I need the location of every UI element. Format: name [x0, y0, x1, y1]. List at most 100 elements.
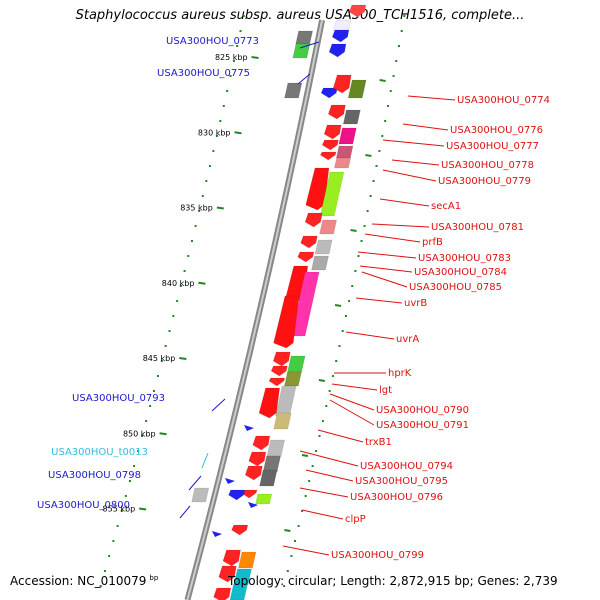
- gene-feature-outline: [248, 451, 267, 467]
- gene-feature: [292, 44, 310, 58]
- gene-label-right[interactable]: USA300HOU_0795: [355, 476, 448, 487]
- dot-outer-right: [283, 585, 286, 587]
- gene-label-right[interactable]: prfB: [422, 237, 443, 248]
- gene-feature: [332, 30, 349, 42]
- gene-feature-outline: [266, 439, 286, 457]
- gene-feature-outline: [286, 355, 306, 373]
- gene-label-right[interactable]: USA300HOU_0784: [414, 267, 507, 278]
- tick-label: 845 kbp: [143, 354, 176, 363]
- gene-feature: [338, 128, 357, 144]
- gene-feature-outline: [273, 412, 292, 430]
- gene-label-right[interactable]: USA300HOU_0791: [376, 420, 469, 431]
- gene-label-right[interactable]: uvrA: [396, 334, 419, 345]
- gene-label-right[interactable]: hprK: [388, 368, 412, 379]
- gene-feature: [315, 240, 333, 254]
- tick-mark-right: [318, 379, 326, 382]
- gene-feature-outline: [272, 351, 291, 367]
- dot-outer-left: [160, 360, 163, 362]
- dot-outer-right: [325, 405, 328, 407]
- tick-label: 855 kbp: [103, 505, 136, 514]
- dot-outer-left: [172, 315, 175, 317]
- gene-feature-outline: [292, 43, 311, 59]
- dot-outer-right: [378, 150, 381, 152]
- dot-outer-left: [201, 195, 204, 197]
- gene-label-right[interactable]: uvrB: [404, 298, 427, 309]
- dot-outer-right: [392, 75, 395, 77]
- leader-line: [364, 233, 421, 243]
- gene-label-right[interactable]: USA300HOU_0785: [409, 282, 502, 293]
- gene-label-left[interactable]: USA300HOU_0798: [48, 470, 141, 481]
- gene-label-right[interactable]: USA300HOU_0781: [431, 222, 524, 233]
- gene-label-right[interactable]: lgt: [379, 385, 392, 396]
- gene-feature: [268, 378, 285, 386]
- dot-outer-left: [222, 105, 225, 107]
- dot-outer-right: [348, 300, 351, 302]
- leader-line: [297, 73, 311, 85]
- gene-label-right[interactable]: USA300HOU_0783: [418, 253, 511, 264]
- gene-feature: [311, 256, 329, 270]
- dot-outer-left: [156, 375, 159, 377]
- dot-outer-right: [286, 570, 289, 572]
- gene-label-left[interactable]: USA300HOU_0773: [166, 36, 259, 47]
- tick-mark-right: [334, 304, 342, 307]
- gene-feature-outline: [347, 79, 367, 99]
- tick-label: 825 kbp: [215, 53, 248, 62]
- gene-feature-outline: [258, 387, 281, 419]
- topology-footer: Topology: circular; Length: 2,872,915 bp…: [228, 574, 558, 588]
- gene-feature-outline: [218, 565, 237, 583]
- gene-label-left[interactable]: USA300HOU_0793: [72, 393, 165, 404]
- gene-feature-outline: [229, 583, 249, 600]
- dot-outer-right: [369, 195, 372, 197]
- gene-feature: [297, 252, 314, 262]
- gene-feature: [259, 388, 280, 418]
- dot-outer-left: [212, 150, 215, 152]
- gene-label-right[interactable]: USA300HOU_0796: [350, 492, 443, 503]
- gene-feature: [287, 356, 306, 372]
- tick-mark: [139, 507, 147, 511]
- gene-label-right[interactable]: USA300HOU_0778: [441, 160, 534, 171]
- gene-label-right[interactable]: trxB1: [365, 437, 392, 448]
- gene-label-right[interactable]: clpP: [345, 514, 366, 525]
- marker-triangle: [248, 502, 258, 508]
- gene-label-right[interactable]: USA300HOU_0779: [438, 176, 531, 187]
- gene-feature-outline: [319, 171, 345, 217]
- gene-feature: [245, 466, 263, 480]
- gene-label-right[interactable]: secA1: [431, 201, 461, 212]
- gene-feature-outline: [332, 74, 352, 94]
- gene-feature: [238, 552, 256, 568]
- dot-outer-left: [232, 60, 235, 62]
- gene-feature: [321, 88, 338, 98]
- gene-label-right[interactable]: USA300HOU_0790: [376, 405, 469, 416]
- gene-label-left[interactable]: USA300HOU_t0013: [51, 447, 148, 458]
- gene-label-right[interactable]: USA300HOU_0777: [446, 141, 539, 152]
- leader-line: [371, 223, 430, 228]
- gene-label-left[interactable]: USA300HOU_0775: [157, 68, 250, 79]
- leader-line: [357, 251, 417, 259]
- gene-label-left[interactable]: USA300HOU_0800: [37, 500, 130, 511]
- gene-feature: [305, 213, 323, 227]
- dot-outer-left: [124, 495, 127, 497]
- gene-feature: [267, 440, 285, 456]
- tick-mark-right: [379, 79, 386, 82]
- dot-outer-left: [141, 435, 144, 437]
- dot-outer-right: [328, 390, 331, 392]
- dot-outer-left: [128, 480, 131, 482]
- gene-feature: [328, 105, 346, 119]
- dot-outer-left: [145, 420, 148, 422]
- gene-label-right[interactable]: USA300HOU_0776: [450, 125, 543, 136]
- dot-outer-left: [108, 555, 111, 557]
- dot-outer-right: [290, 555, 293, 557]
- gene-feature-outline: [338, 127, 357, 145]
- backbone-highlight: [186, 19, 324, 600]
- dot-outer-right: [395, 60, 398, 62]
- gene-feature-outline: [348, 4, 367, 18]
- leader-line: [359, 265, 413, 273]
- gene-label-right[interactable]: USA300HOU_0799: [331, 550, 424, 561]
- gene-label-right[interactable]: USA300HOU_0794: [360, 461, 453, 472]
- tick-label: 835 kbp: [180, 204, 213, 213]
- gene-label-right[interactable]: USA300HOU_0774: [457, 95, 550, 106]
- gene-feature: [329, 44, 346, 57]
- leader-line: [329, 393, 375, 411]
- gene-feature: [228, 490, 245, 500]
